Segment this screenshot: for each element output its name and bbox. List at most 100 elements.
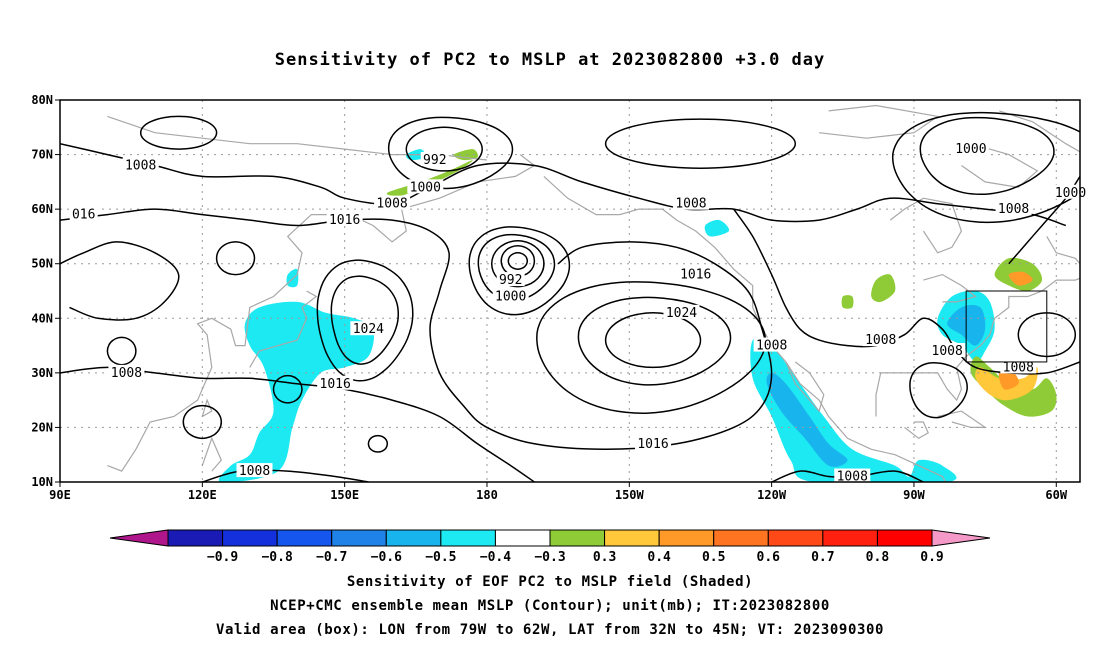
shade-green-atlantic <box>1084 324 1100 379</box>
colorbar-segment <box>331 529 387 547</box>
colorbar-tick-label: −0.9 <box>207 550 238 565</box>
plot-frame <box>59 99 1081 483</box>
contour-label-bg <box>1000 359 1037 374</box>
contour-label: 1000 <box>410 180 441 195</box>
contour-label: 992 <box>423 153 446 168</box>
colorbar-segment <box>222 529 278 547</box>
contour-high-atlantic <box>1017 312 1077 358</box>
contour-label: 1008 <box>239 464 270 479</box>
contour-label: 1016 <box>637 437 668 452</box>
lat-tick-label: 60N <box>31 202 53 216</box>
colorbar-tick-label: 0.5 <box>702 550 725 565</box>
contour-label: 1016 <box>329 213 360 228</box>
contour-label: 1000 <box>955 142 986 157</box>
contour-label: 1008 <box>125 158 156 173</box>
contour-1016-west <box>60 208 773 451</box>
colorbar: −0.9 −0.8 −0.7 −0.6 −0.5 −0.4 −0.3 0.3 0.4 0.5 0.6… <box>109 529 991 565</box>
contour-low-canada <box>919 116 1055 196</box>
footer-caption-contour: NCEP+CMC ensemble mean MSLP (Contour); u… <box>270 598 830 614</box>
contour-label: 992 <box>499 273 522 288</box>
lat-tick-label: 10N <box>31 475 53 489</box>
colorbar-segment <box>276 529 333 547</box>
colorbar-max-arrow <box>931 529 991 547</box>
contour-high-small-3 <box>182 404 223 440</box>
contour-label: 1008 <box>837 470 868 485</box>
coast-greenland <box>999 110 1080 153</box>
valid-area-box <box>965 290 1048 363</box>
contour-low-westsiberia <box>139 115 218 150</box>
coast-japan <box>249 290 318 368</box>
contour-label-bg <box>672 195 709 210</box>
contour-label-bg <box>995 201 1032 216</box>
contour-label-bg <box>677 266 714 281</box>
contour-label-bg <box>663 304 700 319</box>
contour-1016-siberia <box>60 241 180 321</box>
lat-tick-label: 80N <box>31 93 53 107</box>
contour-1008-tropics <box>202 469 369 482</box>
contour-low-aleutian-2 <box>500 244 536 278</box>
coast-cuba <box>937 410 988 428</box>
coast-baffin <box>961 143 1039 188</box>
contour-label-bg <box>350 321 387 336</box>
contour-label-bg <box>69 206 98 221</box>
contour-label-bg <box>492 288 529 303</box>
colorbar-tick-label: 0.7 <box>811 550 834 565</box>
colorbar-segment <box>549 529 606 547</box>
coast-hudson-bay <box>889 197 963 254</box>
contour-low-bering <box>405 126 483 172</box>
contour-label: 1024 <box>353 322 384 337</box>
coast-arctic-islands <box>819 104 940 139</box>
colorbar-tick-label: 0.8 <box>866 550 890 565</box>
lon-tick-label: 90W <box>903 488 925 502</box>
contour-label: 1000 <box>495 289 526 304</box>
colorbar-min-arrow <box>109 529 169 547</box>
colorbar-tick-label: −0.6 <box>371 550 402 565</box>
contour-low-bering-2 <box>387 116 514 190</box>
contour-label-bg <box>108 364 145 379</box>
contour-label: 1008 <box>865 333 896 348</box>
lon-tick-label: 150E <box>330 488 359 502</box>
lat-tick-label: 20N <box>31 420 53 434</box>
contour-label-bg <box>374 195 411 210</box>
colorbar-tick-label: 0.9 <box>920 550 943 565</box>
colorbar-tick-label: −0.8 <box>261 550 292 565</box>
contour-label-bg <box>753 337 790 352</box>
contour-low-canada-2 <box>891 111 1080 224</box>
lon-tick-label: 150W <box>615 488 645 502</box>
colorbar-tick-label: 0.3 <box>593 550 616 565</box>
colorbar-tick-label: −0.7 <box>316 550 347 565</box>
shade-cyan-aleutian <box>218 301 375 482</box>
lat-tick-label: 30N <box>31 366 53 380</box>
footer-caption-valid-area: Valid area (box): LON from 79W to 62W, L… <box>215 622 885 638</box>
lon-tick-label: 180 <box>476 488 498 502</box>
coast-gulf-mexico <box>875 236 1080 417</box>
contour-high-small-1 <box>215 241 256 276</box>
contour-low-aleutian-3 <box>490 240 545 288</box>
contour-label-bg <box>929 343 966 358</box>
coast-philippines <box>201 436 223 472</box>
lat-lon-grid <box>60 100 1080 482</box>
contour-label: 1000 <box>1055 186 1086 201</box>
contour-high-westpac-2 <box>316 259 414 382</box>
contour-low-gulf <box>909 362 968 419</box>
contour-high-small-4 <box>272 374 303 404</box>
contour-label: 1008 <box>1003 360 1034 375</box>
contour-high-westpac <box>330 275 399 365</box>
contour-low-aleutian-1 <box>507 252 529 270</box>
colorbar-tick-label: 0.4 <box>647 550 671 565</box>
contour-high-pacific-2 <box>577 296 732 386</box>
contour-label: 1008 <box>998 202 1029 217</box>
contour-label: 1008 <box>111 366 142 381</box>
colorbar-segment <box>713 529 769 547</box>
map-title: Sensitivity of PC2 to MSLP at 2023082800… <box>274 50 826 70</box>
colorbar-tick-label: −0.3 <box>534 550 565 565</box>
lat-tick-label: 70N <box>31 148 53 162</box>
shade-green-plains <box>871 274 896 303</box>
contour-label-bg <box>496 272 525 287</box>
contour-label-bg <box>236 463 273 478</box>
coast-asia-pacific <box>107 154 536 472</box>
colorbar-segment <box>604 529 660 547</box>
contour-label: 1024 <box>666 306 697 321</box>
colorbar-tick-label: −0.4 <box>480 550 511 565</box>
